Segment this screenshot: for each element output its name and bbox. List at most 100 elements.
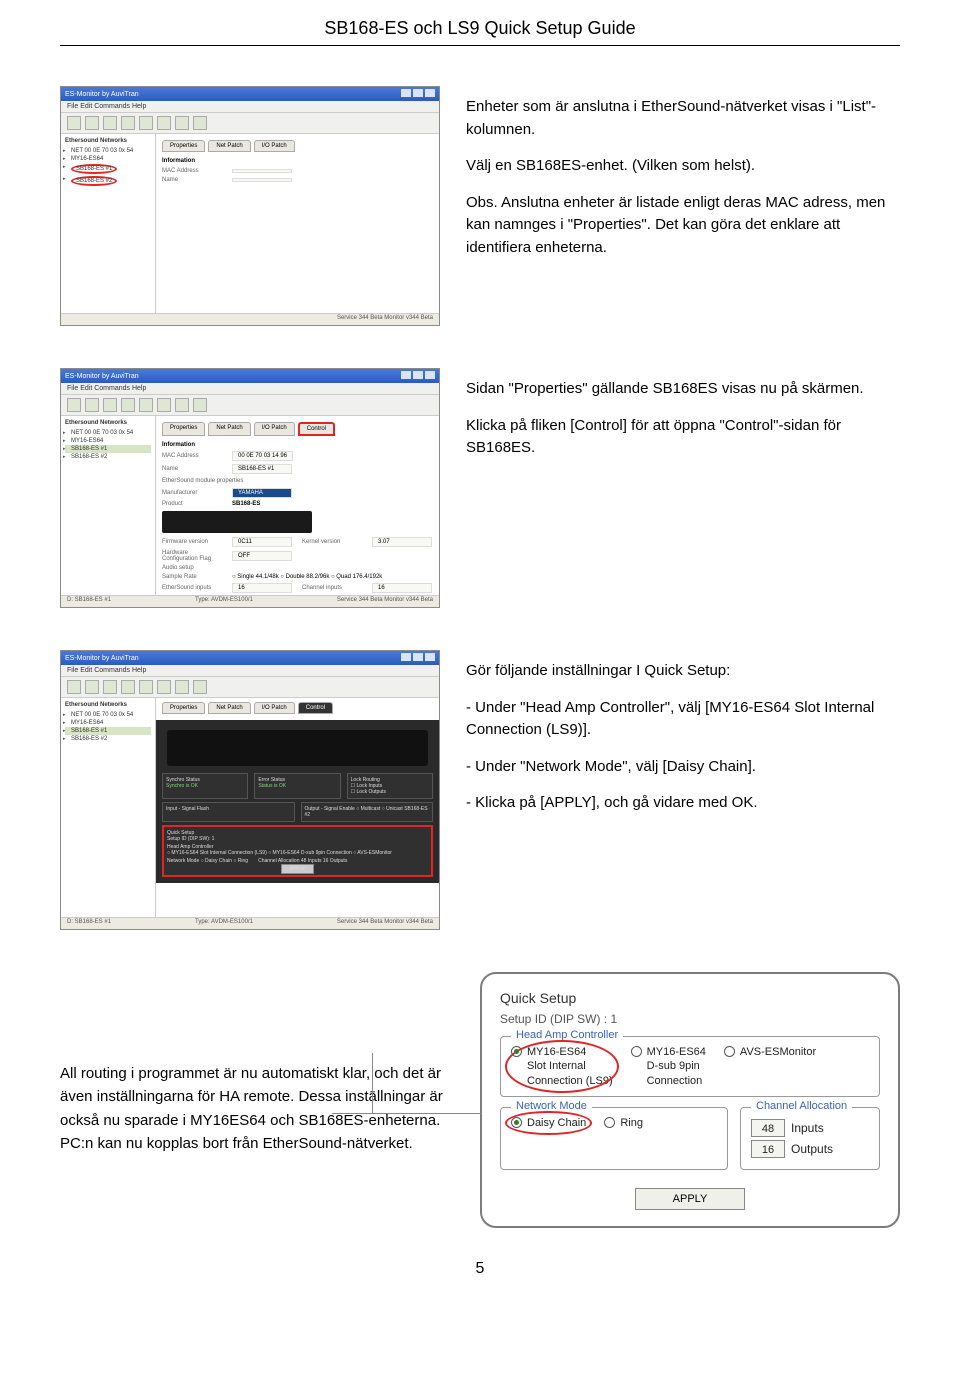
option-label: MY16-ES64 Slot Internal Connection (LS9) bbox=[527, 1045, 613, 1088]
paragraph: Gör följande inställningar I Quick Setup… bbox=[466, 660, 900, 683]
page-header: SB168-ES och LS9 Quick Setup Guide bbox=[60, 0, 900, 46]
device-tree: Ethersound Networks NET 00 0E 70 03 0x 5… bbox=[61, 416, 156, 604]
prod-label: Product bbox=[162, 501, 222, 507]
statusbar: Service 344 Beta Monitor v344 Beta bbox=[61, 313, 439, 325]
mac-value: 00 0E 70 03 14 96 bbox=[232, 451, 293, 461]
qs-title: Quick Setup bbox=[500, 990, 880, 1006]
option-label: Ring bbox=[620, 1116, 643, 1130]
kernel-value: 3.07 bbox=[372, 537, 432, 547]
quicksetup-panel: Quick Setup Setup ID (DIP SW) : 1 Head A… bbox=[480, 972, 900, 1228]
paragraph: Obs. Anslutna enheter är listade enligt … bbox=[466, 192, 900, 260]
hwflag-label: Hardware Configuration Flag bbox=[162, 550, 222, 562]
ca-legend: Channel Allocation bbox=[751, 1100, 852, 1112]
tree-node: MY16-ES64 bbox=[65, 437, 151, 445]
tree-node-selected: SB168-ES #1 bbox=[65, 445, 151, 453]
window-buttons bbox=[399, 89, 435, 99]
window-buttons bbox=[399, 371, 435, 381]
paragraph: - Under "Network Mode", välj [Daisy Chai… bbox=[466, 756, 900, 779]
name-label: Name bbox=[162, 177, 222, 183]
tree-root: NET 00 0E 70 03 0x 54 bbox=[65, 711, 151, 719]
window-title: ES-Monitor by AuviTran bbox=[65, 373, 139, 380]
paragraph: Sidan "Properties" gällande SB168ES visa… bbox=[466, 378, 900, 401]
screenshot-2: ES-Monitor by AuviTran File Edit Command… bbox=[60, 368, 440, 608]
tab-iopatch: I/O Patch bbox=[254, 702, 295, 714]
tab-properties: Properties bbox=[162, 422, 205, 436]
callout-line bbox=[372, 1113, 482, 1114]
radio-icon bbox=[631, 1046, 642, 1057]
hac-group: Head Amp Controller MY16-ES64 Slot Inter… bbox=[500, 1036, 880, 1097]
sr-label: Sample Rate bbox=[162, 574, 222, 580]
radio-icon bbox=[511, 1046, 522, 1057]
sr-opts: ○ Single 44.1/48k ○ Double 88.2/96k ○ Qu… bbox=[232, 574, 382, 580]
window-titlebar: ES-Monitor by AuviTran bbox=[61, 651, 439, 665]
radio-icon bbox=[604, 1117, 615, 1128]
radio-icon bbox=[724, 1046, 735, 1057]
name-label: Name bbox=[162, 466, 222, 472]
tree-root: NET 00 0E 70 03 0x 54 bbox=[65, 147, 151, 155]
tree-title: Ethersound Networks bbox=[65, 138, 151, 144]
main-panel: Properties Net Patch I/O Patch Control S… bbox=[156, 698, 439, 926]
control-panel: Synchro StatusSynchro is OK Error Status… bbox=[156, 720, 439, 883]
outputs-value: 16 bbox=[751, 1140, 785, 1158]
paragraph: Enheter som är anslutna i EtherSound-nät… bbox=[466, 96, 900, 141]
device-image bbox=[167, 730, 427, 766]
main-panel: Properties Net Patch I/O Patch Informati… bbox=[156, 134, 439, 322]
quick-setup-box: Quick Setup Setup ID (DIP SW): 1 Head Am… bbox=[162, 825, 433, 877]
prod-value: SB168-ES bbox=[232, 501, 260, 507]
nm-option-2[interactable]: Ring bbox=[604, 1116, 643, 1130]
paragraph: Klicka på fliken [Control] för att öppna… bbox=[466, 415, 900, 460]
fw-label: Firmware version bbox=[162, 539, 222, 545]
tree-node: MY16-ES64 bbox=[65, 719, 151, 727]
section-2: ES-Monitor by AuviTran File Edit Command… bbox=[60, 368, 900, 608]
module-label: EtherSound module properties bbox=[162, 478, 433, 484]
tree-title: Ethersound Networks bbox=[65, 420, 151, 426]
section-3: ES-Monitor by AuviTran File Edit Command… bbox=[60, 650, 900, 930]
hac-option-2[interactable]: MY16-ES64 D-sub 9pin Connection bbox=[631, 1045, 706, 1088]
inputs-value: 48 bbox=[751, 1119, 785, 1137]
qs-sub: Setup ID (DIP SW) : 1 bbox=[500, 1012, 880, 1026]
value: 16 bbox=[372, 583, 432, 593]
tree-root: NET 00 0E 70 03 0x 54 bbox=[65, 429, 151, 437]
outputs-label: Outputs bbox=[791, 1142, 833, 1156]
value: 16 bbox=[232, 583, 292, 593]
tab-control: Control bbox=[298, 422, 335, 436]
hac-option-3[interactable]: AVS-ESMonitor bbox=[724, 1045, 816, 1059]
paragraph: All routing i programmet är nu automatis… bbox=[60, 1062, 470, 1155]
tab-netpatch: Net Patch bbox=[208, 140, 250, 152]
paragraph: - Under "Head Amp Controller", välj [MY1… bbox=[466, 697, 900, 742]
menubar: File Edit Commands Help bbox=[61, 665, 439, 677]
mac-label: MAC Address bbox=[162, 453, 222, 459]
window-title: ES-Monitor by AuviTran bbox=[65, 655, 139, 662]
tab-control: Control bbox=[298, 702, 333, 714]
tree-node-selected: SB168-ES #1 bbox=[65, 727, 151, 735]
section-3-text: Gör följande inställningar I Quick Setup… bbox=[466, 650, 900, 829]
mac-label: MAC Address bbox=[162, 168, 222, 174]
apply-button[interactable]: APPLY bbox=[635, 1188, 745, 1210]
device-tree: Ethersound Networks NET 00 0E 70 03 0x 5… bbox=[61, 134, 156, 322]
tree-node: SB168-ES #2 bbox=[65, 735, 151, 743]
hac-option-1[interactable]: MY16-ES64 Slot Internal Connection (LS9) bbox=[511, 1045, 613, 1088]
tab-properties: Properties bbox=[162, 140, 205, 152]
tree-node: SB168-ES #2 bbox=[65, 453, 151, 461]
fw-value: 0C11 bbox=[232, 537, 292, 547]
tree-node: MY16-ES64 bbox=[65, 155, 151, 163]
lock-routing-box: Lock Routing☐ Lock Inputs☐ Lock Outputs bbox=[347, 773, 433, 799]
toolbar bbox=[61, 395, 439, 416]
tab-iopatch: I/O Patch bbox=[254, 422, 295, 436]
inputs-label: Inputs bbox=[791, 1121, 824, 1135]
content: ES-Monitor by AuviTran File Edit Command… bbox=[0, 46, 960, 1248]
quicksetup-area: All routing i programmet är nu automatis… bbox=[60, 972, 900, 1228]
ca-group: Channel Allocation 48Inputs 16Outputs bbox=[740, 1107, 880, 1170]
kernel-label: Kernel version bbox=[302, 539, 362, 545]
section-1: ES-Monitor by AuviTran File Edit Command… bbox=[60, 86, 900, 326]
name-value: SB168-ES #1 bbox=[232, 464, 292, 474]
sync-status-box: Synchro StatusSynchro is OK bbox=[162, 773, 248, 799]
toolbar bbox=[61, 677, 439, 698]
nm-option-1[interactable]: Daisy Chain bbox=[511, 1116, 586, 1130]
menubar: File Edit Commands Help bbox=[61, 101, 439, 113]
label: EtherSound inputs bbox=[162, 585, 222, 591]
statusbar: D: SB168-ES #1Type: AVDM-ES100/1Service … bbox=[61, 595, 439, 607]
option-label: Daisy Chain bbox=[527, 1116, 586, 1130]
tree-node: SB168-ES #1 bbox=[65, 163, 151, 175]
window-titlebar: ES-Monitor by AuviTran bbox=[61, 87, 439, 101]
